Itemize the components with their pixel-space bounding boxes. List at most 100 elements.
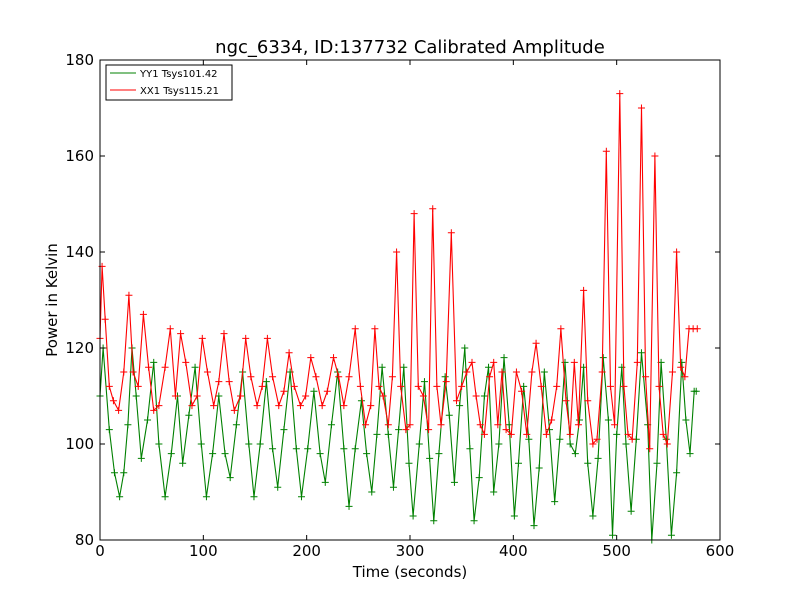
data-point	[161, 363, 169, 371]
data-point	[653, 459, 661, 467]
data-point	[237, 392, 245, 400]
plot-area: 0 100 200 300 400 500 600 80 100 120 140 160 180	[65, 51, 734, 560]
data-point	[430, 517, 438, 525]
data-point	[250, 493, 258, 501]
data-point	[441, 373, 449, 381]
data-point	[419, 392, 427, 400]
data-point	[622, 440, 630, 448]
data-point	[321, 478, 329, 486]
data-point	[620, 382, 628, 390]
data-point	[593, 435, 601, 443]
data-point	[109, 397, 117, 405]
data-point	[144, 416, 152, 424]
data-point	[292, 445, 300, 453]
data-point	[673, 469, 681, 477]
data-point	[651, 152, 659, 160]
data-point	[280, 426, 288, 434]
data-point	[124, 421, 132, 429]
data-point	[681, 373, 689, 381]
data-point	[357, 397, 365, 405]
data-point	[518, 387, 526, 395]
data-point	[668, 368, 676, 376]
data-point	[197, 440, 205, 448]
data-point	[530, 522, 538, 530]
data-point	[139, 310, 147, 318]
data-point	[167, 450, 175, 458]
x-tick-label: 400	[499, 542, 528, 560]
data-point	[125, 291, 133, 299]
data-point	[693, 325, 701, 333]
legend-label-yy1: YY1 Tsys101.42	[139, 69, 218, 80]
data-point	[406, 421, 414, 429]
x-tick-label: 0	[95, 542, 105, 560]
data-point	[571, 450, 579, 458]
data-point	[198, 334, 206, 342]
data-point	[642, 373, 650, 381]
data-point	[226, 474, 234, 482]
data-point	[682, 416, 690, 424]
data-point	[232, 421, 240, 429]
data-point	[371, 325, 379, 333]
legend-label-xx1: XX1 Tsys115.21	[140, 86, 219, 97]
data-point	[535, 464, 543, 472]
data-point	[500, 354, 508, 362]
data-point	[426, 454, 434, 462]
data-point	[171, 392, 179, 400]
data-point	[628, 435, 636, 443]
data-point	[458, 382, 466, 390]
data-point	[298, 493, 305, 501]
data-point	[179, 459, 187, 467]
data-point	[584, 397, 592, 405]
data-point	[692, 387, 700, 395]
data-point	[356, 382, 364, 390]
data-point	[409, 512, 417, 520]
data-point	[437, 421, 445, 429]
data-point	[397, 382, 405, 390]
data-point	[323, 387, 331, 395]
data-point	[120, 469, 128, 477]
data-point	[120, 368, 128, 376]
data-point	[367, 402, 375, 410]
data-point	[316, 450, 324, 458]
y-tick-label: 140	[65, 243, 94, 261]
data-point	[247, 373, 255, 381]
data-point	[447, 229, 455, 237]
data-point	[686, 450, 694, 458]
data-point	[330, 354, 338, 362]
data-point	[468, 358, 476, 366]
data-point	[275, 402, 283, 410]
data-point	[525, 435, 533, 443]
data-point	[602, 147, 610, 155]
data-point	[659, 430, 667, 438]
data-point	[129, 368, 137, 376]
data-point	[502, 426, 510, 434]
data-point	[116, 493, 124, 501]
data-point	[677, 363, 685, 371]
data-point	[553, 382, 561, 390]
y-tick-label: 80	[75, 531, 94, 549]
data-point	[429, 205, 437, 213]
data-point	[215, 378, 223, 386]
data-point	[528, 368, 536, 376]
data-point	[203, 368, 211, 376]
data-point	[105, 382, 113, 390]
y-tick-label: 120	[65, 339, 94, 357]
data-point	[442, 378, 450, 386]
data-point	[616, 90, 624, 98]
data-point	[594, 454, 602, 462]
data-point	[373, 430, 381, 438]
data-point	[520, 382, 528, 390]
data-point	[395, 426, 403, 434]
y-tick-label: 160	[65, 147, 94, 165]
data-point	[453, 397, 460, 405]
data-point	[584, 459, 592, 467]
data-point	[575, 416, 583, 424]
data-point	[405, 459, 413, 467]
x-tick-label: 200	[292, 542, 321, 560]
y-tick-label: 100	[65, 435, 94, 453]
data-point	[470, 517, 478, 525]
data-point	[285, 349, 293, 357]
data-point	[318, 402, 326, 410]
data-point	[155, 440, 163, 448]
data-point	[388, 373, 396, 381]
